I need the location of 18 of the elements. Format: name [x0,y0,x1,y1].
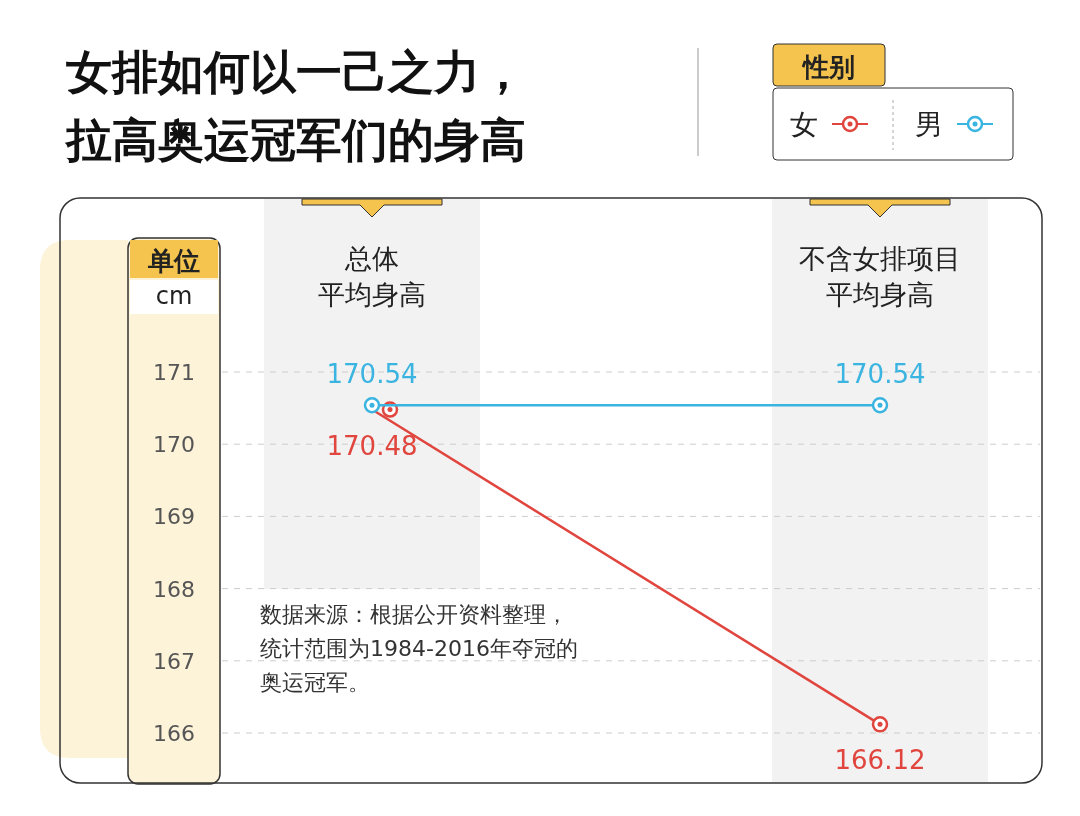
data-label: 170.54 [326,359,418,390]
legend-label: 男 [915,108,943,141]
y-tick-label: 171 [153,360,195,385]
annotation: 数据来源：根据公开资料整理，统计范围为1984-2016年夺冠的奥运冠军。 [260,602,578,695]
chart-title: 女排如何以一己之力，拉高奥运冠军们的身高 [64,45,526,167]
y-tick-label: 168 [153,576,195,602]
y-tick-label: 166 [153,721,195,746]
y-tick-label: 167 [153,648,195,674]
data-label: 170.54 [834,359,926,390]
x-tick-label: 总体平均身高 [318,243,426,310]
y-tick-label: 170 [153,432,195,458]
y-axis-title: 单位 cm [147,246,200,310]
x-tick-label: 不含女排项目平均身高 [799,243,961,310]
legend-title: 性别 [801,52,855,82]
data-label: 170.48 [326,430,418,461]
legend-label: 女 [790,108,818,141]
data-label: 166.12 [834,745,926,776]
y-tick-label: 169 [153,504,195,530]
